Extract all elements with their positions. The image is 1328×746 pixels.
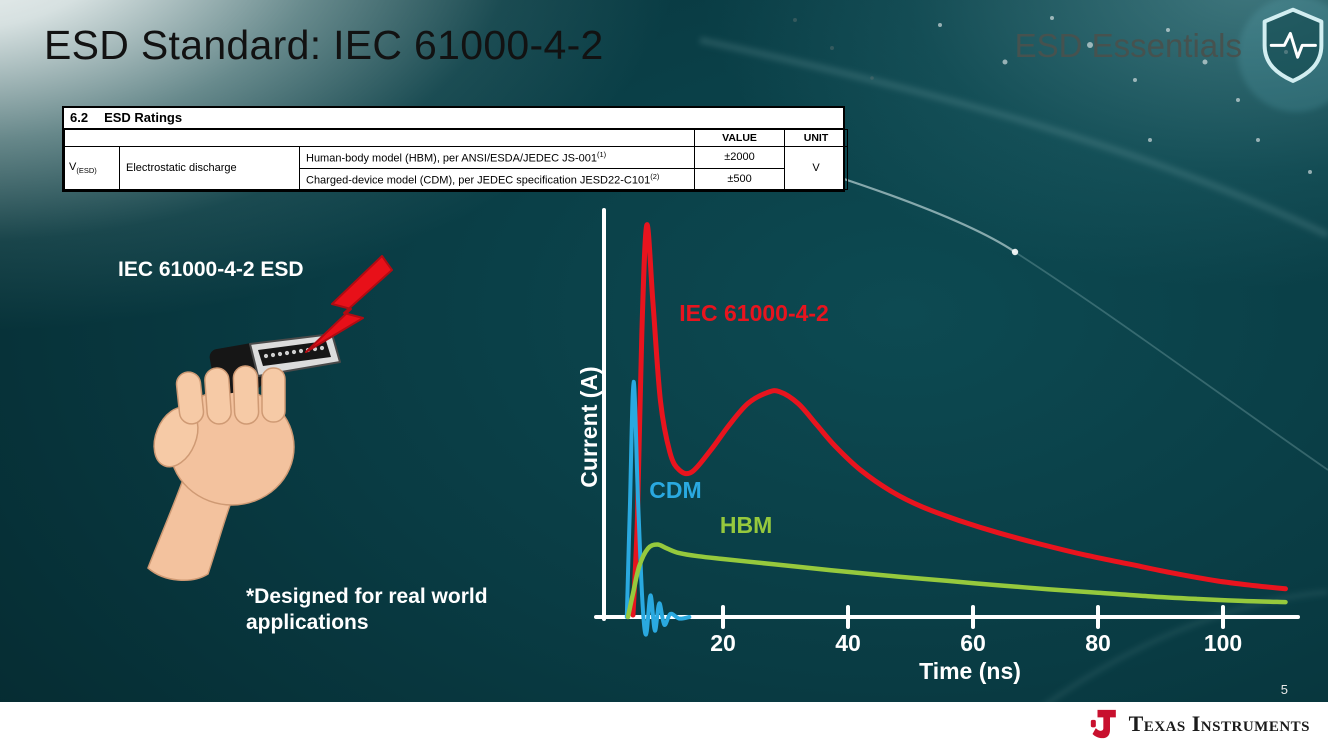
y-axis-label: Current (A) [576,366,602,488]
cdm-description-cell: Charged-device model (CDM), per JEDEC sp… [298,167,696,191]
footer-bar: Texas Instruments [0,702,1328,746]
x-axis-label: Time (ns) [919,658,1021,684]
value-header: VALUE [694,129,786,147]
section-title: ESD Ratings [104,110,183,125]
unit-cell: V [784,145,849,191]
program-title: ESD Essentials [1014,27,1242,64]
curve-label-iec: IEC 61000-4-2 [679,300,829,327]
curve-label-hbm: HBM [719,511,773,538]
section-number: 6.2 [70,110,89,125]
curve-cdm [624,379,692,637]
table-row: V(ESD) Electrostatic discharge Human-bod… [64,145,849,191]
x-tick-label: 20 [710,630,736,656]
ti-bug-icon [1090,709,1116,739]
x-tick-label: 80 [1085,630,1111,656]
footnote: *Designed for real world applications [246,585,488,635]
forearm-graphic [147,475,233,581]
esd-shield-icon [1262,7,1324,83]
symbol-base: V [69,161,77,174]
header-blank-cell [63,129,696,147]
fingers-graphic [175,365,286,425]
page-number: 5 [1280,682,1288,697]
esd-ratings-table: 6.2 ESD Ratings VALUE UNIT V(ESD) Electro… [62,106,849,193]
symbol-subscript: (ESD) [76,166,97,176]
ti-logo: Texas Instruments [1090,707,1310,741]
slide-title: ESD Standard: IEC 61000-4-2 [44,22,604,68]
hbm-description-cell: Human-body model (HBM), per ANSI/ESDA/JE… [298,146,696,169]
hand-connector-illustration [147,255,393,581]
x-tick-label: 100 [1203,630,1243,656]
parameter-cell: Electrostatic discharge [119,145,300,191]
cdm-value-cell: ±500 [694,167,786,191]
curve-hbm [625,542,1288,620]
symbol-cell: V(ESD) [64,145,120,191]
x-tick-label: 60 [960,630,986,656]
lightning-bolt-icon [305,255,393,353]
curve-label-cdm: CDM [649,476,702,503]
x-tick-label: 40 [835,630,861,656]
ti-wordmark: Texas Instruments [1128,711,1310,736]
table-caption: 6.2 ESD Ratings [64,108,843,129]
connector-label: IEC 61000-4-2 ESD [118,258,304,281]
curve-iec [630,222,1288,618]
table-row: Charged-device model (CDM), per JEDEC sp… [65,167,848,191]
